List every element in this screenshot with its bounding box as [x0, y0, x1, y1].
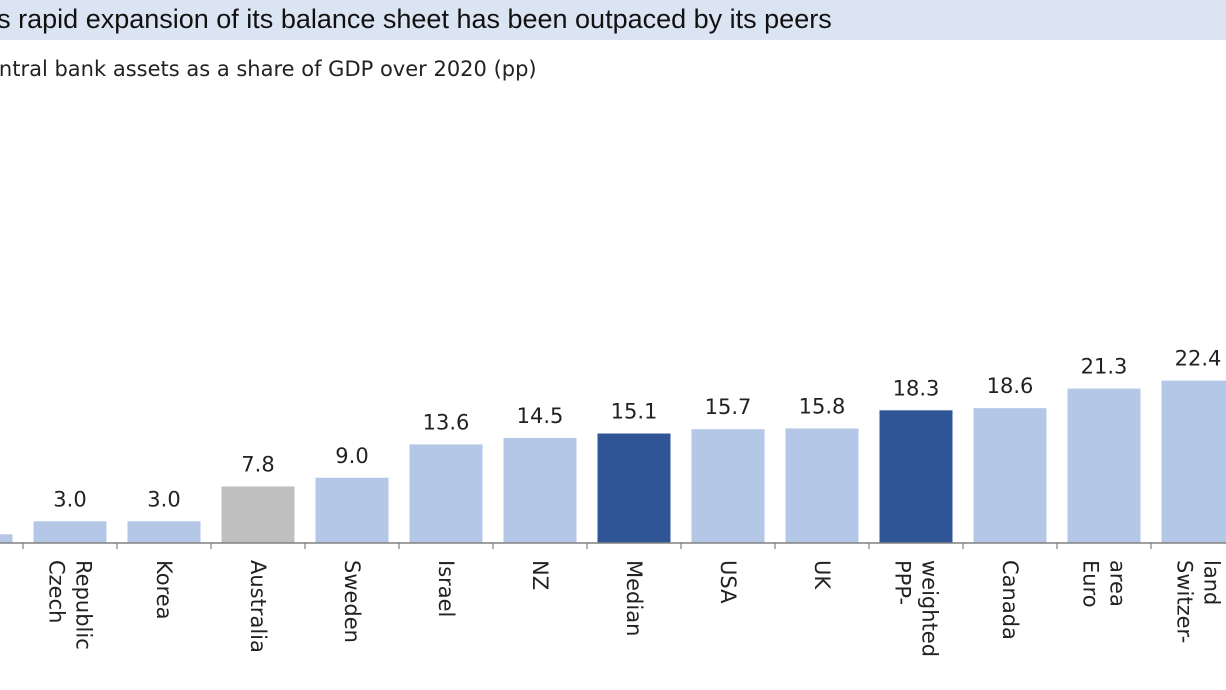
category-label-euro-area: Euro area [1079, 560, 1130, 608]
tick-marks-group [22, 543, 1152, 549]
value-label-sweden: 9.0 [335, 444, 368, 468]
bar-uk [785, 428, 859, 543]
category-label-canada: Canada [998, 560, 1022, 640]
bar-canada [973, 408, 1047, 543]
category-label-nz: NZ [528, 560, 552, 590]
category-label-median: Median [622, 560, 646, 636]
bar-switzer-land [1161, 380, 1226, 543]
value-label-median: 15.1 [611, 400, 658, 424]
bar-euro-area [1067, 388, 1141, 543]
value-label-usa: 15.7 [705, 395, 752, 419]
value-labels-group: 3.0 3.0 7.8 9.0 13.6 14.5 15.1 15.7 15.8 18.3 18.6… [53, 347, 1221, 512]
value-label-uk: 15.8 [799, 394, 846, 418]
bar-unlabeled [0, 534, 13, 543]
category-label-sweden: Sweden [340, 560, 364, 643]
value-label-switzer-land: 22.4 [1175, 347, 1222, 371]
chart-subtitle: entral bank assets as a share of GDP ove… [0, 57, 537, 81]
bar-sweden [315, 477, 389, 543]
value-label-israel: 13.6 [423, 410, 470, 434]
bar-median [597, 433, 671, 543]
bar-usa [691, 429, 765, 543]
bars-group [0, 380, 1226, 543]
bar-israel [409, 444, 483, 543]
category-label-czech-republic: Czech Republic [45, 560, 96, 650]
category-label-ppp-weighted: PPP-weighted [891, 560, 942, 657]
category-label-korea: Korea [152, 560, 176, 620]
value-label-nz: 14.5 [517, 404, 564, 428]
category-labels-group: Czech Republic Korea Australia Sweden Israel N… [45, 560, 1224, 657]
value-label-australia: 7.8 [241, 452, 274, 476]
value-label-czech-republic: 3.0 [53, 487, 86, 511]
title-band [0, 0, 1226, 40]
bar-korea [127, 521, 201, 543]
category-label-israel: Israel [434, 560, 458, 617]
bar-ppp-weighted [879, 410, 953, 543]
category-label-usa: USA [716, 560, 740, 604]
value-label-canada: 18.6 [987, 374, 1034, 398]
category-label-uk: UK [810, 560, 834, 590]
bar-nz [503, 437, 577, 543]
bar-australia [221, 486, 295, 543]
category-label-australia: Australia [246, 560, 270, 653]
value-label-korea: 3.0 [147, 487, 180, 511]
value-label-ppp-weighted: 18.3 [893, 376, 940, 400]
chart-title: 's rapid expansion of its balance sheet … [0, 4, 832, 34]
value-label-euro-area: 21.3 [1081, 355, 1128, 379]
category-label-switzer-land: Switzer-land [1173, 560, 1224, 643]
bar-czech-republic [33, 521, 107, 543]
